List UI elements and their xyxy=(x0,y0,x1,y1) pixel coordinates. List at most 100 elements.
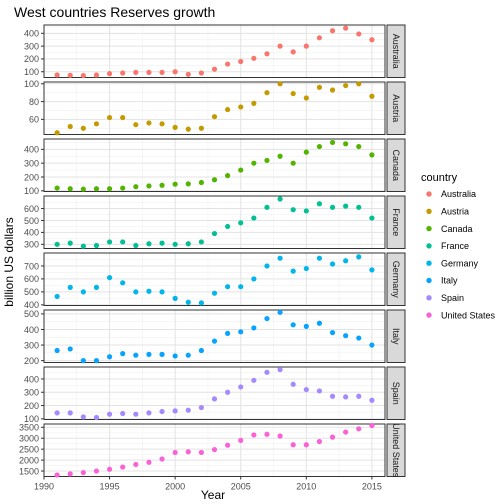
data-point-germany xyxy=(343,258,349,264)
data-point-italy xyxy=(225,330,231,336)
data-point-france xyxy=(303,208,309,214)
data-point-italy xyxy=(329,329,336,336)
data-point-australia xyxy=(133,69,139,75)
panel-border xyxy=(43,195,386,249)
data-point-germany xyxy=(211,290,218,296)
facet-strip xyxy=(386,252,406,306)
data-point-spain xyxy=(356,393,362,399)
data-point-australia xyxy=(329,28,336,34)
data-point-spain xyxy=(198,404,204,411)
y-tick-label: 300 xyxy=(24,388,39,398)
y-tick-label: 300 xyxy=(24,41,39,51)
data-point-canada xyxy=(316,143,323,150)
data-point-italy xyxy=(133,352,139,358)
data-point-germany xyxy=(290,268,296,274)
data-point-united-states xyxy=(172,449,178,456)
data-point-austria xyxy=(93,121,100,127)
panel-background xyxy=(44,196,385,249)
y-tick-label: 100 xyxy=(24,67,39,77)
legend-marker xyxy=(426,260,432,266)
data-point-austria xyxy=(172,124,178,130)
data-point-australia xyxy=(356,31,362,37)
data-point-germany xyxy=(106,275,113,281)
data-point-spain xyxy=(343,394,349,400)
data-point-canada xyxy=(251,160,257,166)
data-point-austria xyxy=(211,114,218,120)
y-tick-label: 2500 xyxy=(19,444,39,454)
data-point-france xyxy=(329,204,336,210)
data-point-austria xyxy=(225,106,231,113)
data-point-spain xyxy=(225,389,231,395)
data-point-australia xyxy=(120,70,126,76)
data-point-france xyxy=(290,207,296,213)
legend-marker xyxy=(426,295,432,301)
data-point-canada xyxy=(185,181,191,187)
data-point-austria xyxy=(356,81,362,87)
y-tick-label: 3500 xyxy=(19,423,39,433)
data-point-spain xyxy=(159,408,165,415)
data-point-france xyxy=(133,242,139,249)
data-point-germany xyxy=(80,289,86,295)
data-point-germany xyxy=(198,300,204,306)
data-point-spain xyxy=(146,410,152,416)
y-tick-label: 600 xyxy=(24,274,39,284)
data-point-united-states xyxy=(133,461,139,468)
y-tick-label: 200 xyxy=(24,172,39,182)
data-point-australia xyxy=(303,43,309,49)
x-axis-label: Year xyxy=(201,488,225,502)
data-point-australia xyxy=(67,72,73,78)
data-point-italy xyxy=(159,351,165,357)
data-point-united-states xyxy=(369,422,375,429)
data-point-germany xyxy=(369,267,375,273)
data-point-austria xyxy=(303,95,309,101)
data-point-australia xyxy=(290,49,296,55)
facet-strip-label: Spain xyxy=(391,382,401,405)
data-point-italy xyxy=(238,329,244,335)
facet-strip-label: Germany xyxy=(391,261,401,299)
data-point-italy xyxy=(251,325,257,331)
facet-panel-germany: 400 500 600 700 Germany xyxy=(24,252,406,310)
y-tick-label: 2000 xyxy=(19,455,39,465)
data-point-italy xyxy=(80,358,86,364)
data-point-austria xyxy=(238,104,244,110)
legend-label: Germany xyxy=(441,258,479,268)
data-point-austria xyxy=(198,125,204,131)
data-point-united-states xyxy=(54,472,60,478)
data-point-canada xyxy=(369,152,375,158)
legend-label: Australia xyxy=(441,189,476,199)
data-point-austria xyxy=(185,126,191,132)
data-point-united-states xyxy=(80,469,86,476)
y-tick-label: 300 xyxy=(24,158,39,168)
data-point-united-states xyxy=(251,432,257,438)
legend-label: Austria xyxy=(441,207,469,217)
legend-item-spain: Spain xyxy=(426,293,464,303)
data-point-australia xyxy=(93,72,100,78)
data-point-united-states xyxy=(329,434,336,440)
data-point-france xyxy=(198,239,204,245)
data-point-canada xyxy=(225,173,231,179)
y-axis-label: billion US dollars xyxy=(2,217,16,306)
panel-border xyxy=(43,81,386,135)
legend-label: France xyxy=(441,241,469,251)
facet-strip-label: United States xyxy=(391,423,401,478)
data-point-italy xyxy=(67,346,73,352)
data-point-spain xyxy=(369,397,375,403)
y-tick-label: 1500 xyxy=(19,466,39,476)
panel-background xyxy=(44,82,385,135)
data-point-france xyxy=(369,215,375,221)
data-point-united-states xyxy=(343,429,349,435)
data-point-austria xyxy=(329,87,336,93)
y-tick-label: 100 xyxy=(24,79,39,89)
data-point-australia xyxy=(343,25,349,31)
panel-border xyxy=(43,366,386,420)
data-point-austria xyxy=(343,82,349,89)
data-point-austria xyxy=(251,100,257,106)
legend-label: Spain xyxy=(441,293,464,303)
data-point-austria xyxy=(80,125,86,131)
data-point-france xyxy=(264,204,270,210)
data-point-canada xyxy=(54,185,60,191)
data-point-canada xyxy=(146,183,152,189)
data-point-australia xyxy=(185,71,191,77)
data-point-germany xyxy=(93,284,100,290)
data-point-australia xyxy=(238,58,244,65)
